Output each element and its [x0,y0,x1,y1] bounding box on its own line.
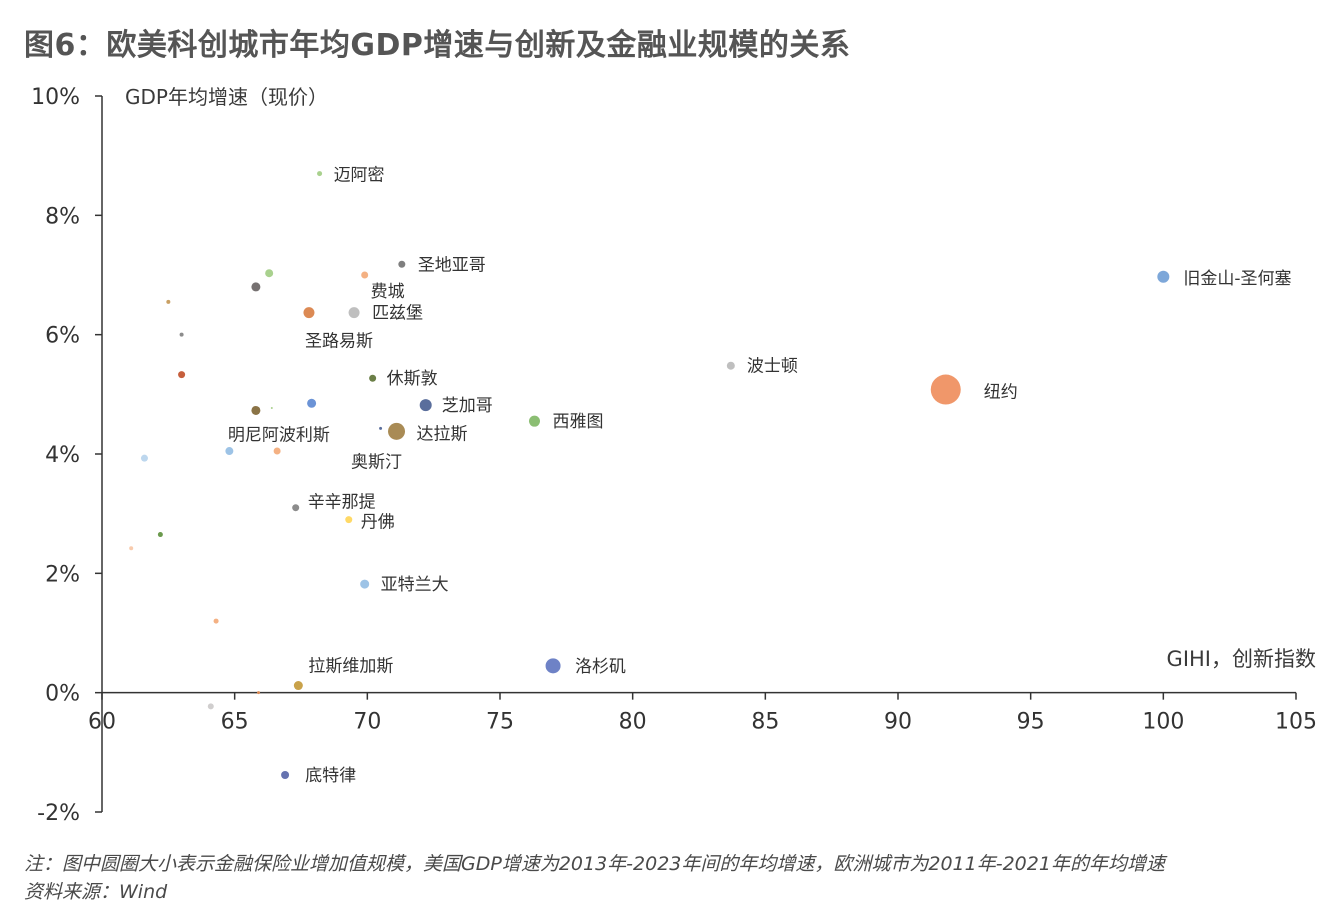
y-tick-label: 2% [45,562,80,587]
x-tick-label: 95 [1017,710,1045,735]
data-point [225,447,234,456]
point-label: 芝加哥 [442,396,493,416]
data-point [213,618,219,624]
data-point [292,504,300,512]
point-label: 奥斯汀 [351,452,402,472]
footnote: 注：图中圆圈大小表示金融保险业增加值规模，美国GDP增速为2013年-2023年… [24,853,1165,875]
x-tick-label: 75 [486,710,514,735]
data-point [369,374,377,382]
data-point [528,415,540,427]
x-tick-label: 70 [353,710,381,735]
point-label: 拉斯维加斯 [308,657,393,677]
points-layer [129,171,1170,780]
data-point [360,579,370,589]
data-point [140,454,148,462]
data-point [726,361,735,370]
point-label: 洛杉矶 [575,657,626,677]
data-point [345,516,353,524]
y-tick-label: 6% [45,324,80,349]
x-tick-label: 100 [1142,710,1184,735]
source-note: 资料来源：Wind [24,881,168,903]
point-label: 西雅图 [552,412,603,432]
data-point [398,260,406,268]
point-label: 底特律 [305,766,356,786]
y-tick-label: -2% [37,801,80,826]
point-label: 波士顿 [747,357,798,377]
data-point [348,307,360,319]
data-point [257,691,261,695]
data-point [930,374,961,405]
data-point [1157,270,1170,283]
point-label: 辛辛那提 [308,493,376,513]
x-axis-title: GIHI，创新指数 [1167,647,1316,671]
x-tick-label: 80 [619,710,647,735]
data-point [388,422,406,440]
point-label: 纽约 [984,383,1018,403]
data-point [293,681,303,691]
x-tick-label: 90 [884,710,912,735]
data-point [270,407,273,410]
y-tick-label: 8% [45,204,80,229]
data-point [157,532,163,538]
point-label: 旧金山-圣何塞 [1183,269,1291,289]
data-point [545,658,561,674]
axes-layer: -2% 0% 2% 4% 6% 8% 10% 60 65 70 75 80 85 90 95 100 105 [31,85,1317,826]
data-point [207,703,214,710]
data-point [265,269,274,278]
point-label: 圣地亚哥 [418,255,486,275]
point-label: 匹兹堡 [372,304,423,324]
x-tick-label: 60 [88,710,116,735]
data-point [361,271,369,279]
y-tick-label: 0% [45,682,80,707]
point-label: 圣路易斯 [305,332,373,352]
point-label: 休斯敦 [387,369,438,389]
point-label: 迈阿密 [334,166,385,186]
y-tick-label: 10% [31,85,80,110]
point-label: 达拉斯 [417,424,468,444]
data-point [303,307,315,319]
data-point [317,171,323,177]
point-label: 明尼阿波利斯 [228,425,330,445]
point-label: 丹佛 [361,513,395,533]
data-point [129,546,134,551]
data-point [179,332,184,337]
point-label: 费城 [371,282,405,302]
x-tick-label: 85 [751,710,779,735]
data-point [251,405,261,415]
data-point [166,299,171,304]
data-point [419,399,432,412]
data-point [281,771,290,780]
point-label: 亚特兰大 [381,575,449,595]
data-point [273,447,281,455]
data-point [379,426,383,430]
y-tick-label: 4% [45,443,80,468]
x-tick-label: 65 [221,710,249,735]
y-axis-title: GDP年均增速（现价） [125,85,328,109]
data-point [251,282,261,292]
data-point [178,371,186,379]
data-point [307,398,317,408]
chart-title: 图6：欧美科创城市年均GDP增速与创新及金融业规模的关系 [24,28,851,63]
x-tick-label: 105 [1275,710,1317,735]
